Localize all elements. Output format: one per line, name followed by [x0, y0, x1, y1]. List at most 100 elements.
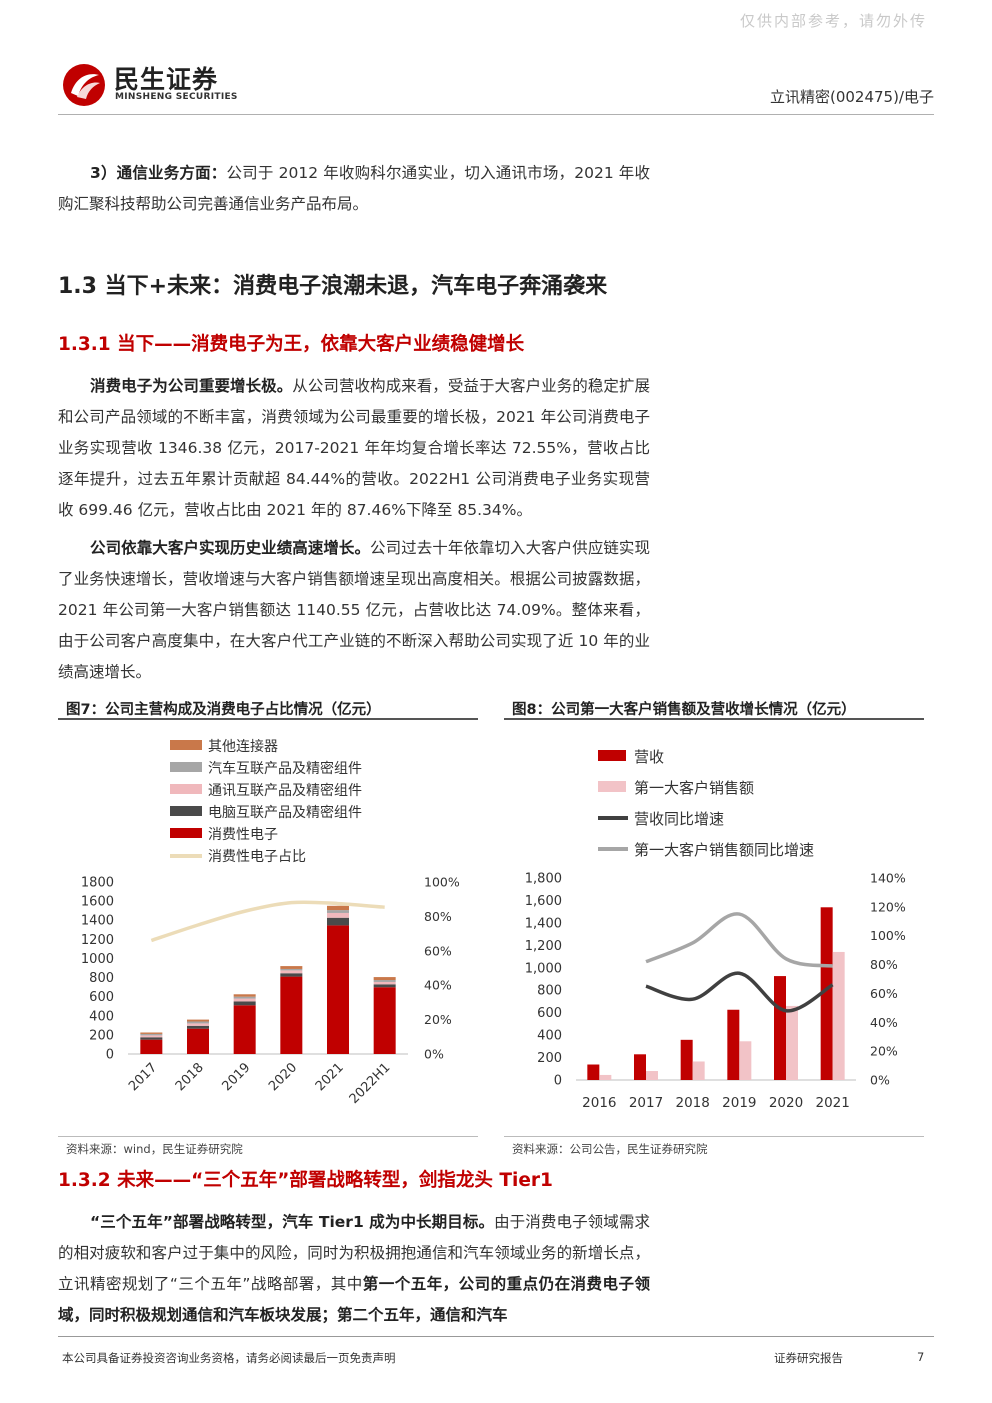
figure-7-chart: 其他连接器汽车互联产品及精密组件通讯互联产品及精密组件电脑互联产品及精密组件消费… [81, 738, 460, 1107]
bar [774, 976, 786, 1080]
bar-segment [140, 1032, 163, 1034]
section-heading-1-3: 1.3 当下+未来：消费电子浪潮未退，汽车电子奔涌袭来 [58, 274, 608, 299]
bar [634, 1054, 646, 1080]
legend-swatch [598, 750, 626, 761]
y-tick-label: 1,600 [525, 894, 562, 909]
y-tick-label: 1000 [81, 952, 114, 967]
section-heading-1-3-2: 1.3.2 未来——“三个五年”部署战略转型，剑指龙头 Tier1 [58, 1170, 553, 1191]
bar-segment [280, 966, 303, 969]
y2-tick-label: 120% [870, 899, 906, 914]
y2-tick-label: 20% [870, 1044, 898, 1059]
bar-segment [373, 980, 396, 982]
figure-8-source: 资料来源：公司公告，民生证券研究院 [512, 1142, 708, 1156]
bar [786, 1005, 798, 1080]
paragraph-lead: 3）通信业务方面： [90, 164, 227, 182]
footer-divider [58, 1336, 934, 1337]
y-tick-label: 800 [89, 971, 114, 986]
x-tick-label: 2018 [173, 1060, 207, 1094]
figure-8-rule [504, 718, 924, 720]
y-tick-label: 1800 [81, 876, 114, 891]
share-line [150, 900, 385, 943]
x-tick-label: 2018 [675, 1095, 709, 1111]
y2-tick-label: 100% [424, 875, 460, 890]
legend-label: 第一大客户销售额 [634, 779, 754, 797]
bar-segment [187, 1019, 209, 1022]
footer-report-type: 证券研究报告 [774, 1351, 843, 1365]
x-tick-label: 2019 [219, 1060, 253, 1094]
figure-8-bottom-rule [504, 1136, 924, 1137]
growth-line [645, 912, 833, 968]
figure-7-rule [58, 718, 478, 720]
figure-7-bottom-rule [58, 1136, 478, 1137]
x-tick-label: 2017 [629, 1095, 663, 1111]
paragraph-lead: 公司依靠大客户实现历史业绩高速增长。 [90, 539, 371, 557]
logo-text: 民生证券 [114, 65, 219, 94]
legend-label: 消费性电子 [208, 827, 278, 843]
y-tick-label: 400 [89, 1009, 114, 1024]
section-heading-1-3-1: 1.3.1 当下——消费电子为王，依靠大客户业绩稳健增长 [58, 334, 525, 355]
bar-segment [327, 912, 349, 918]
bar [692, 1061, 705, 1080]
paragraph-future-strategy: “三个五年”部署战略转型，汽车 Tier1 成为中长期目标。由于消费电子领域需求… [58, 1207, 650, 1331]
bar-segment [233, 998, 256, 1002]
legend-label: 营收 [634, 748, 664, 766]
bar-segment [327, 925, 349, 1054]
y2-tick-label: 80% [870, 957, 898, 972]
bar [646, 1071, 658, 1080]
header-divider [58, 114, 934, 115]
bar-segment [280, 970, 303, 974]
legend-swatch [170, 806, 202, 816]
legend-swatch [170, 784, 202, 794]
y2-tick-label: 40% [424, 978, 452, 993]
paragraph-text: 公司于 2012 年收购科尔通实业，切入通讯市场，2021 年收购汇聚科技帮助公… [58, 164, 650, 213]
x-tick-label: 2021 [815, 1095, 849, 1111]
y-tick-label: 1,200 [525, 939, 562, 954]
y-tick-label: 400 [537, 1029, 562, 1044]
y2-tick-label: 40% [870, 1015, 898, 1030]
legend-swatch [170, 762, 202, 772]
x-tick-label: 2020 [266, 1060, 300, 1094]
y-tick-label: 1,000 [525, 961, 562, 976]
paragraph-lead: 消费电子为公司重要增长极。 [90, 377, 293, 395]
legend-label: 通讯互联产品及精密组件 [208, 782, 362, 799]
paragraph-bold-text: 第一个五年，公司的重点仍在消费电子领域，同时积极规划通信和汽车板块发展；第二个五… [58, 1275, 650, 1324]
paragraph-consumer-electronics: 消费电子为公司重要增长极。从公司营收构成来看，受益于大客户业务的稳定扩展和公司产… [58, 371, 650, 526]
y-tick-label: 800 [537, 984, 562, 999]
bar-segment [373, 984, 396, 988]
bar-segment [280, 976, 303, 1054]
y-tick-label: 0 [554, 1074, 562, 1089]
bar-segment [233, 1005, 256, 1054]
bar-segment [373, 987, 396, 1054]
legend-label: 其他连接器 [208, 738, 278, 755]
y-tick-label: 200 [89, 1028, 114, 1043]
bar-segment [187, 1023, 209, 1026]
bar-segment [187, 1021, 209, 1024]
bar [680, 1039, 693, 1080]
figure-8-title: 图8：公司第一大客户销售额及营收增长情况（亿元） [512, 702, 856, 718]
bar-segment [280, 968, 303, 971]
x-tick-label: 2021 [313, 1060, 347, 1094]
y2-tick-label: 100% [870, 928, 906, 943]
watermark: 仅供内部参考，请勿外传 [740, 12, 928, 30]
x-tick-label: 2019 [722, 1095, 756, 1111]
bar [727, 1009, 740, 1080]
bar-segment [373, 981, 396, 985]
bar-segment [187, 1025, 209, 1029]
bar [599, 1074, 612, 1080]
legend-swatch [170, 828, 202, 838]
logo-icon [63, 64, 105, 106]
legend-label: 消费性电子占比 [208, 849, 306, 865]
bar [739, 1041, 752, 1080]
paragraph-text: 公司过去十年依靠切入大客户供应链实现了业务快速增长，营收增速与大客户销售额增速呈… [58, 539, 650, 681]
legend-label: 第一大客户销售额同比增速 [634, 841, 814, 859]
growth-line [645, 971, 834, 1013]
y2-tick-label: 60% [424, 943, 452, 958]
legend-label: 汽车互联产品及精密组件 [208, 760, 362, 777]
x-tick-label: 2016 [582, 1095, 616, 1111]
bar [820, 907, 833, 1080]
bar-segment [327, 910, 349, 913]
y-tick-label: 1,800 [525, 872, 562, 887]
x-tick-label: 2020 [769, 1095, 803, 1111]
y2-tick-label: 80% [424, 909, 452, 924]
